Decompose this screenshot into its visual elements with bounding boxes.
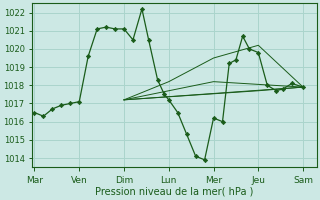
X-axis label: Pression niveau de la mer( hPa ): Pression niveau de la mer( hPa ) (95, 187, 253, 197)
